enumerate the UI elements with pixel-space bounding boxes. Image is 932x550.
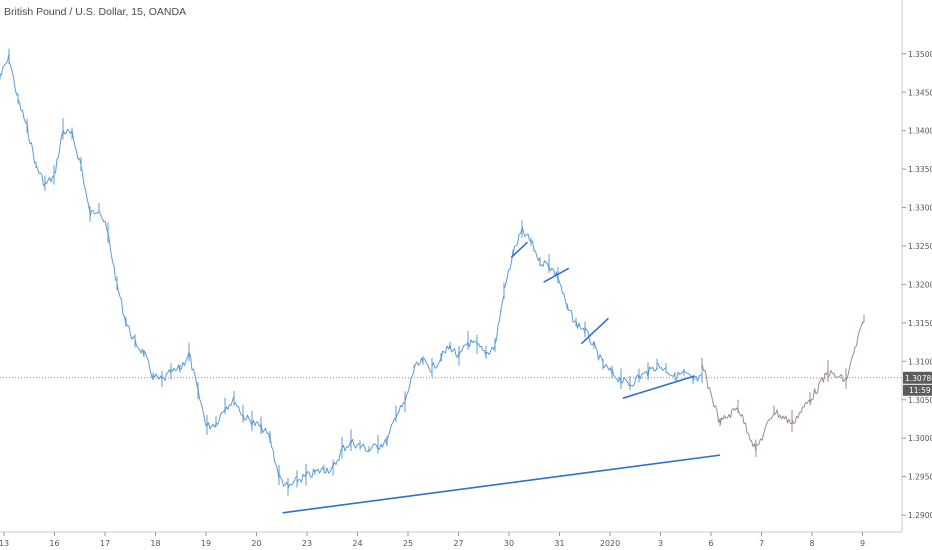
time-tick-label: 19 [201, 539, 211, 548]
trendline [282, 454, 721, 514]
countdown-badge [903, 384, 932, 396]
time-tick-label: 2020 [600, 539, 620, 548]
time-tick-label: 23 [302, 539, 312, 548]
projection-series-line [701, 321, 865, 453]
price-tick-label: 1.34500 [908, 88, 932, 97]
time-tick-label: 17 [100, 539, 110, 548]
price-tick-label: 1.33500 [908, 165, 932, 174]
price-tick-label: 1.30500 [908, 396, 932, 405]
price-tick-label: 1.30000 [908, 434, 932, 443]
time-tick-label: 25 [403, 539, 413, 548]
time-tick-label: 24 [352, 539, 362, 548]
time-tick-label: 6 [708, 539, 713, 548]
time-tick-label: 18 [150, 539, 160, 548]
trendline [510, 241, 528, 259]
price-tick-label: 1.31500 [908, 319, 932, 328]
price-tick-label: 1.33000 [908, 204, 932, 213]
time-tick-label: 8 [809, 539, 814, 548]
price-tick-label: 1.29000 [908, 511, 932, 520]
trendline [622, 375, 696, 399]
countdown-label: 11:59 [909, 386, 931, 395]
last-price-label: 1.30786 [905, 374, 932, 383]
time-tick-label: 7 [759, 539, 764, 548]
last-price-badge [903, 371, 932, 384]
time-tick-label: 20 [251, 539, 261, 548]
price-tick-label: 1.32500 [908, 242, 932, 251]
price-series-line [0, 53, 703, 489]
time-tick-label: 27 [453, 539, 463, 548]
price-tick-label: 1.34000 [908, 127, 932, 136]
time-tick-label: 9 [860, 539, 865, 548]
price-tick-label: 1.35000 [908, 50, 932, 59]
axis-corner [902, 532, 932, 550]
time-axis: 13 16 17 18 19 20 23 24 25 27 30 31 2020 3 6 7 8 9 [0, 531, 932, 550]
time-tick-label: 13 [0, 539, 9, 548]
trendline [543, 267, 570, 283]
price-tick-label: 1.31000 [908, 357, 932, 366]
price-tick-label: 1.32000 [908, 280, 932, 289]
price-tick-label: 1.29500 [908, 473, 932, 482]
trendline [580, 317, 609, 345]
time-tick-label: 30 [504, 539, 514, 548]
time-tick-label: 3 [658, 539, 663, 548]
price-axis: 1.35000 1.34500 1.34000 1.33500 1.33000 1.325… [901, 0, 932, 532]
chart-title: British Pound / U.S. Dollar, 15, OANDA [4, 6, 187, 18]
time-tick-label: 31 [554, 539, 564, 548]
time-tick-label: 16 [49, 539, 59, 548]
